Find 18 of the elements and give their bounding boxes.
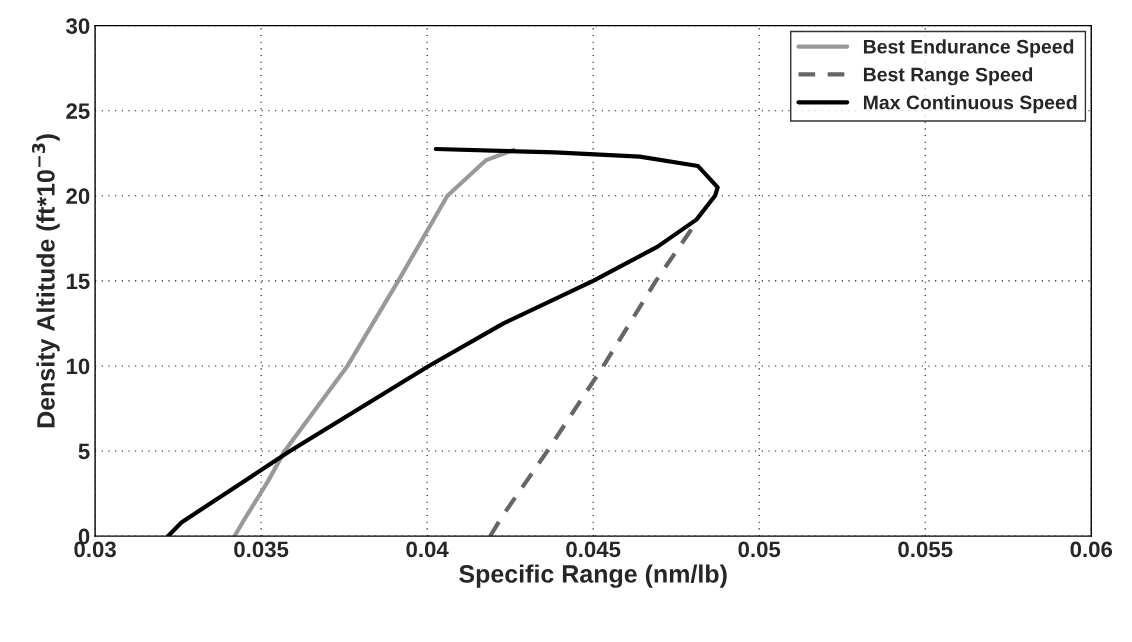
line-series: [232, 147, 516, 537]
x-tick-label: 0.055: [898, 541, 953, 558]
y-tick-label: 5: [78, 443, 90, 460]
x-tick-label: 0.045: [566, 541, 621, 558]
legend-label: Best Endurance Speed: [863, 39, 1074, 58]
y-axis-title: Density Altitude (ft*10$^{−3}$): [31, 134, 60, 428]
x-tick-label: 0.035: [234, 541, 289, 558]
y-tick-label: 25: [66, 103, 90, 120]
x-tick-label: 0.06: [1070, 541, 1113, 558]
y-tick-label: 15: [66, 273, 90, 290]
x-tick-label: 0.04: [406, 541, 449, 558]
x-tick-label: 0.05: [738, 541, 781, 558]
legend-label: Max Continuous Speed: [863, 95, 1077, 114]
x-axis-title: Specific Range (nm/lb): [459, 564, 727, 588]
y-tick-label: 20: [66, 188, 90, 205]
y-tick-label: 10: [66, 358, 90, 375]
legend-label: Best Range Speed: [863, 67, 1033, 86]
y-tick-label: 30: [66, 18, 90, 34]
